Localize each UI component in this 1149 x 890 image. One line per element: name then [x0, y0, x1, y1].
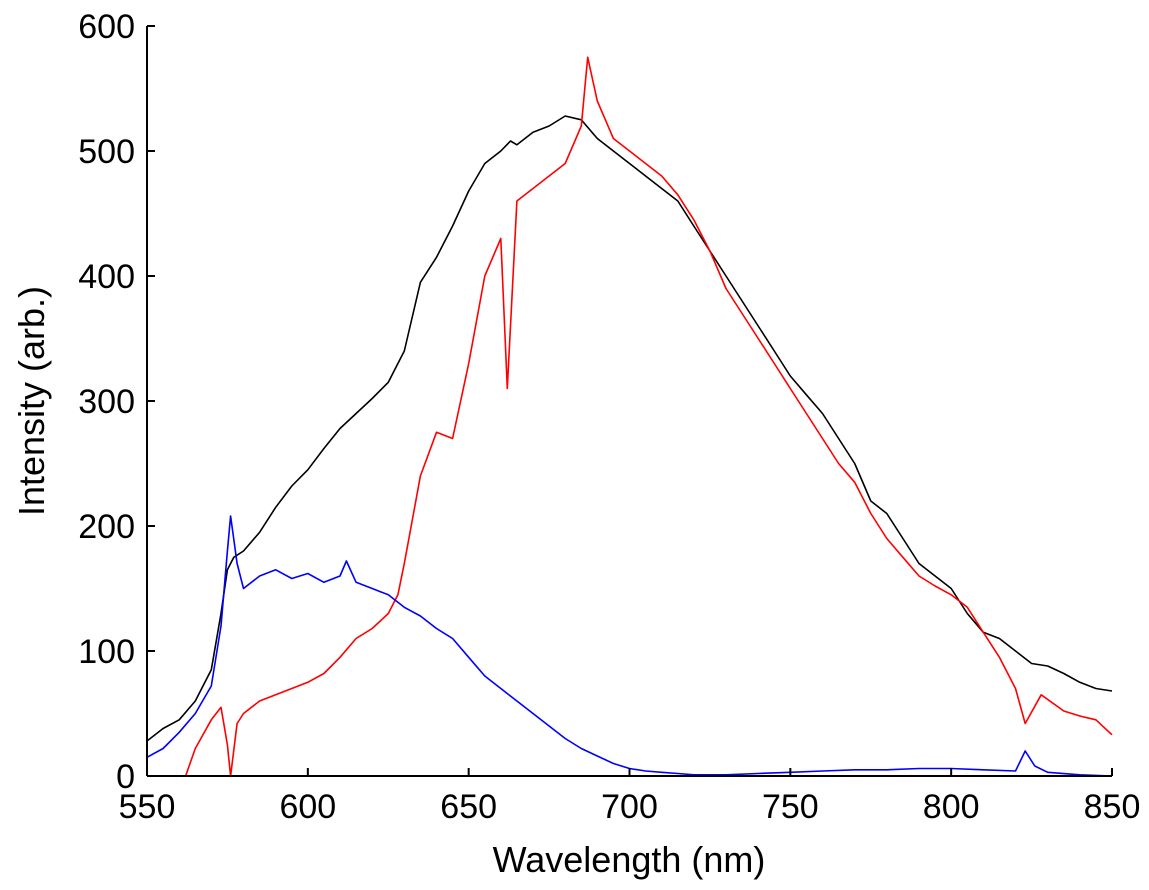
y-tick-label: 400 — [78, 258, 135, 296]
x-tick-label: 650 — [440, 788, 497, 826]
y-axis-title: Intensity (arb.) — [11, 286, 52, 516]
series-line-blue — [146, 515, 1113, 777]
axes — [146, 26, 1112, 777]
y-tick-label: 600 — [78, 8, 135, 46]
y-tick-label: 200 — [78, 508, 135, 546]
x-tick-label: 550 — [119, 788, 176, 826]
series-line-red — [147, 56, 1113, 777]
x-tick-label: 850 — [1084, 788, 1141, 826]
x-tick-label: 600 — [279, 788, 336, 826]
y-tick-label: 100 — [78, 633, 135, 671]
y-ticks: 0 100 200 300 400 500 600 — [78, 8, 155, 796]
series-line-black — [146, 115, 1113, 742]
y-tick-label: 500 — [78, 133, 135, 171]
x-tick-label: 750 — [762, 788, 819, 826]
x-tick-label: 700 — [601, 788, 658, 826]
plot-area — [146, 56, 1113, 777]
x-ticks: 550 600 650 700 750 800 850 — [119, 768, 1141, 826]
y-tick-label: 300 — [78, 383, 135, 421]
x-tick-label: 800 — [923, 788, 980, 826]
x-axis-title: Wavelength (nm) — [493, 839, 766, 880]
y-tick-label: 0 — [116, 758, 135, 796]
